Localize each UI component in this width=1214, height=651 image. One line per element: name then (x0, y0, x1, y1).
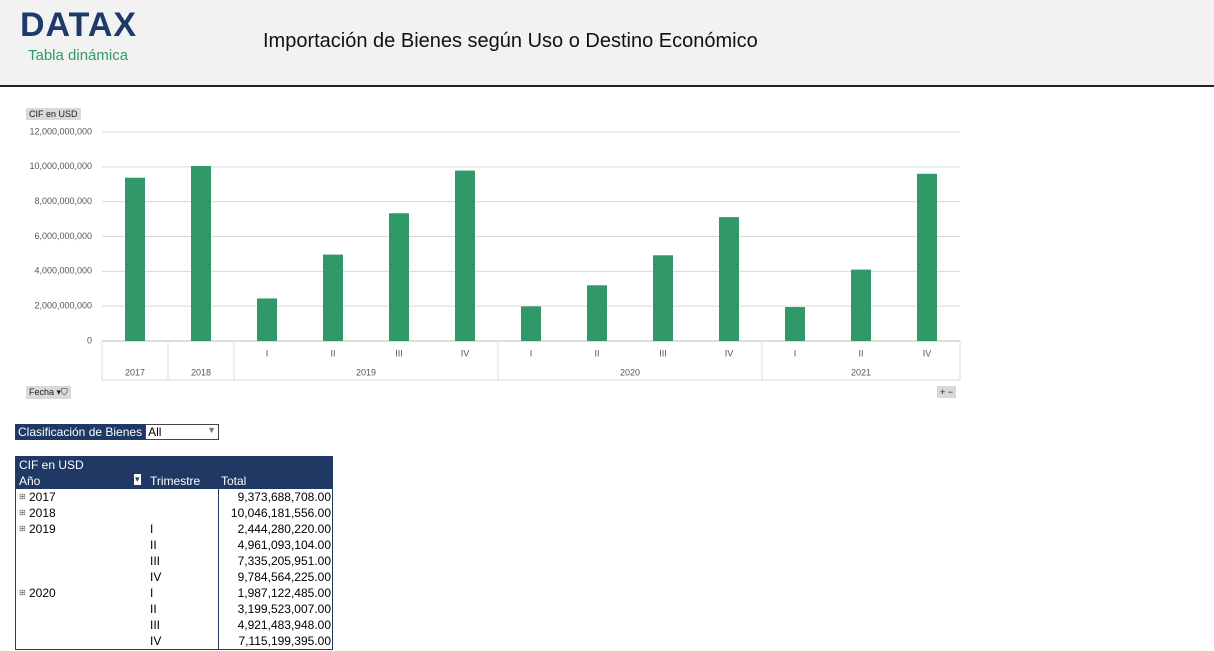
x-tick-label: IV (725, 348, 734, 358)
pivot-table: CIF en USD Año ▾ Trimestre Total ⊞ 2017 9,… (15, 456, 333, 650)
filter-dropdown[interactable]: All ▼ (145, 424, 220, 440)
x-group-label: 2017 (125, 367, 145, 377)
bar (389, 213, 409, 341)
total: 9,784,564,225.00 (237, 570, 331, 584)
chart: 0 2,000,000,000 4,000,000,000 6,000,000,000… (29, 126, 961, 381)
axis-field-button[interactable]: Fecha ▾⛉ (26, 386, 71, 399)
x-tick-label: II (858, 348, 863, 358)
quarter: IV (150, 570, 162, 584)
total: 9,373,688,708.00 (237, 490, 331, 504)
total: 10,046,181,556.00 (230, 506, 331, 520)
table-row: III 7,335,205,951.00 (16, 553, 332, 569)
x-tick-label: I (794, 348, 797, 358)
total: 4,921,483,948.00 (237, 618, 331, 632)
subtitle: Tabla dinámica (28, 47, 129, 64)
bar (191, 166, 211, 341)
filter: Clasificación de Bienes All ▼ (15, 424, 220, 440)
logo: DATAX (20, 6, 138, 44)
col-header: Total (221, 474, 247, 488)
table-row: II 4,961,093,104.00 (16, 537, 332, 553)
x-group-label: 2020 (620, 367, 640, 377)
x-group-label: 2018 (191, 367, 211, 377)
col-header: Año (19, 474, 41, 488)
x-tick-label: I (530, 348, 533, 358)
total: 7,115,199,395.00 (238, 634, 331, 648)
bar (719, 217, 739, 341)
filter-value: All (148, 425, 162, 439)
quarter: II (150, 538, 157, 552)
year: 2019 (29, 522, 56, 536)
x-tick-label: II (594, 348, 599, 358)
table-row: ⊞ 2019 I 2,444,280,220.00 (16, 521, 332, 537)
quarter: IV (150, 634, 162, 648)
year: 2017 (29, 490, 56, 504)
expand-collapse[interactable]: + − (937, 386, 957, 398)
total: 4,961,093,104.00 (237, 538, 331, 552)
filter-label: Clasificación de Bienes (15, 424, 146, 440)
y-tick-label: 0 (87, 335, 92, 345)
total: 7,335,205,951.00 (237, 554, 331, 568)
value-field-button[interactable]: CIF en USD (26, 108, 81, 120)
bar (455, 170, 475, 341)
measure: CIF en USD (19, 458, 84, 472)
table-header: CIF en USD (16, 457, 332, 473)
total: 1,987,122,485.00 (237, 586, 331, 600)
bar (785, 307, 805, 341)
year: 2020 (29, 586, 56, 600)
quarter: III (150, 618, 161, 632)
quarter: II (150, 602, 157, 616)
quarter: I (150, 586, 154, 600)
bar (257, 298, 277, 341)
year: 2018 (29, 506, 56, 520)
quarter: I (150, 522, 154, 536)
x-tick-label: IV (923, 348, 932, 358)
x-group-label: 2021 (851, 367, 871, 377)
x-group-label: 2019 (356, 367, 376, 377)
x-tick-label: I (266, 348, 269, 358)
x-tick-label: III (395, 348, 403, 358)
bar (653, 255, 673, 341)
bar (587, 285, 607, 341)
y-tick-label: 4,000,000,000 (34, 266, 92, 276)
table-row: III 4,921,483,948.00 (16, 617, 332, 633)
col-header: Trimestre (150, 474, 201, 488)
column-divider (218, 457, 219, 649)
y-tick-label: 8,000,000,000 (34, 196, 92, 206)
title: Importación de Bienes según Uso o Destin… (263, 30, 758, 52)
expand-icon[interactable]: ⊞ (19, 588, 26, 597)
y-tick-label: 6,000,000,000 (34, 231, 92, 241)
bar (521, 306, 541, 341)
bar (323, 254, 343, 341)
y-tick-label: 12,000,000,000 (29, 126, 92, 136)
table-row: ⊞ 2018 10,046,181,556.00 (16, 505, 332, 521)
expand-icon[interactable]: ⊞ (19, 524, 26, 533)
table-row: IV 9,784,564,225.00 (16, 569, 332, 585)
expand-icon[interactable]: ⊞ (19, 492, 26, 501)
bar (917, 173, 937, 341)
table-row: ⊞ 2017 9,373,688,708.00 (16, 489, 332, 505)
table-row: II 3,199,523,007.00 (16, 601, 332, 617)
x-tick-label: III (659, 348, 667, 358)
y-tick-label: 10,000,000,000 (29, 161, 92, 171)
x-tick-label: II (330, 348, 335, 358)
x-tick-label: IV (461, 348, 470, 358)
expand-icon[interactable]: ⊞ (19, 508, 26, 517)
axis-field: Fecha (29, 387, 55, 397)
header: DATAX Tabla dinámica Importación de Bien… (0, 0, 1214, 87)
table-header: Año ▾ Trimestre Total (16, 473, 332, 489)
table-row: IV 7,115,199,395.00 (16, 633, 332, 649)
bar (125, 177, 145, 341)
table-row: ⊞ 2020 I 1,987,122,485.00 (16, 585, 332, 601)
total: 2,444,280,220.00 (237, 522, 331, 536)
filter-icon[interactable]: ▾ (134, 474, 141, 485)
quarter: III (150, 554, 161, 568)
total: 3,199,523,007.00 (237, 602, 331, 616)
y-tick-label: 2,000,000,000 (34, 301, 92, 311)
bar (851, 269, 871, 341)
